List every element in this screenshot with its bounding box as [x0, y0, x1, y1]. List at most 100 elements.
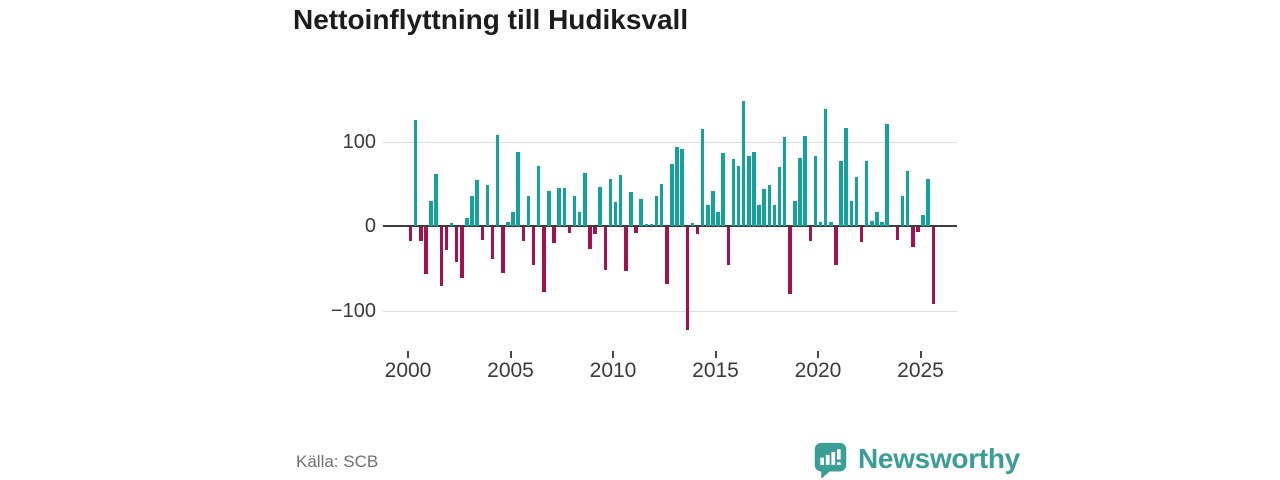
bar-2017q1: [757, 204, 761, 226]
bar-2013q2: [680, 149, 684, 226]
bar-2008q1: [572, 195, 577, 226]
y-axis-label-100: 100: [342, 130, 376, 153]
bar-2015q1: [716, 211, 720, 226]
bar-2010q3: [624, 227, 628, 271]
bar-2003q2: [475, 179, 479, 226]
bar-2014q4: [711, 190, 715, 226]
bar-2006q2: [536, 166, 541, 226]
newsworthy-logo: Newsworthy: [812, 440, 1020, 478]
bar-2025q3: [931, 227, 936, 304]
bar-2018q1: [777, 166, 782, 226]
bar-2022q3: [870, 220, 874, 226]
bar-2015q2: [721, 153, 725, 226]
gridline-y100: [383, 141, 957, 143]
bar-2014q2: [700, 128, 705, 226]
bar-2006q1: [531, 227, 536, 266]
bar-2020q4: [834, 227, 838, 266]
bar-2023q2: [885, 123, 889, 226]
x-axis-label-2005: 2005: [487, 359, 534, 382]
x-axis-label-2015: 2015: [692, 359, 739, 382]
bar-2006q4: [547, 190, 551, 226]
bar-2006q3: [542, 227, 546, 293]
x-axis-tick-2010: [612, 351, 614, 358]
bar-2020q2: [823, 108, 828, 226]
bar-2009q2: [598, 187, 602, 226]
bar-2005q4: [526, 195, 531, 226]
x-axis-tick-2005: [509, 351, 512, 358]
bar-2021q3: [849, 200, 854, 226]
newsworthy-logo-text: Newsworthy: [858, 443, 1020, 474]
bar-2001q4: [444, 227, 449, 250]
y-axis-label-0: 0: [364, 215, 376, 237]
bar-2004q4: [506, 221, 510, 226]
bar-2001q1: [429, 200, 433, 226]
bar-2018q2: [782, 137, 787, 226]
bar-2004q1: [490, 227, 495, 260]
source-caption: Källa: SCB: [296, 452, 379, 471]
bar-2017q3: [767, 185, 772, 226]
bar-2021q2: [844, 127, 848, 226]
x-axis-tick-2000: [407, 351, 409, 358]
bar-2014q1: [695, 227, 700, 234]
bar-2016q3: [747, 155, 751, 226]
bar-2003q1: [470, 196, 474, 226]
bar-2010q2: [618, 175, 623, 226]
bar-2005q3: [521, 227, 526, 241]
bar-2019q3: [808, 227, 813, 241]
bar-2009q3: [603, 227, 608, 271]
bar-2002q3: [460, 227, 464, 278]
bar-2000q2: [413, 120, 418, 226]
bar-2008q4: [588, 227, 592, 249]
bar-2011q3: [644, 224, 649, 226]
x-axis-label-2020: 2020: [794, 359, 842, 382]
bar-2024q3: [911, 227, 915, 248]
bar-2003q4: [485, 184, 490, 226]
bar-2009q1: [593, 227, 597, 234]
bar-2024q4: [916, 227, 920, 233]
x-axis-label-2000: 2000: [384, 359, 432, 382]
bar-2018q4: [793, 201, 797, 226]
gridline-y-100: [383, 310, 957, 312]
bar-2000q4: [424, 227, 428, 275]
bar-2019q2: [803, 136, 807, 226]
bar-2001q2: [434, 174, 438, 226]
bar-2012q2: [659, 183, 664, 226]
bar-2000q1: [408, 227, 413, 242]
bar-2011q2: [639, 198, 643, 226]
bar-2011q1: [634, 227, 638, 233]
bar-2025q1: [921, 215, 925, 226]
bar-2007q1: [552, 227, 556, 244]
bar-2021q1: [839, 160, 843, 226]
bar-2012q3: [665, 227, 669, 284]
x-axis-tick-2025: [919, 351, 922, 358]
newsworthy-logo-icon: [814, 442, 847, 478]
bar-2010q1: [613, 202, 618, 226]
chart-title: Nettoinflyttning till Hudiksvall: [293, 4, 689, 35]
bar-2000q3: [419, 227, 423, 241]
bar-2013q1: [675, 147, 679, 226]
bar-2007q4: [567, 227, 572, 233]
bar-2002q1: [449, 223, 454, 226]
bar-2004q3: [501, 227, 505, 273]
bar-2013q3: [685, 227, 690, 331]
bar-2008q2: [577, 212, 582, 226]
zero-axis-line: [383, 225, 957, 227]
bar-2002q2: [454, 227, 459, 262]
bar-2020q1: [818, 221, 823, 226]
bar-2022q4: [875, 212, 879, 226]
bar-2024q1: [900, 195, 905, 226]
bar-2019q1: [798, 158, 802, 226]
bar-2005q2: [516, 151, 520, 226]
bar-2014q3: [706, 204, 710, 226]
bar-2019q4: [813, 155, 818, 226]
bar-2020q3: [829, 221, 833, 226]
bar-2002q4: [465, 218, 469, 226]
bar-2010q4: [629, 192, 633, 226]
y-axis-label--100: −100: [330, 299, 376, 322]
bar-2003q3: [480, 227, 485, 240]
bar-2015q3: [726, 227, 731, 266]
bar-2001q3: [439, 227, 444, 287]
bar-2009q4: [608, 178, 613, 226]
bar-2024q2: [905, 171, 910, 226]
x-axis-label-2010: 2010: [589, 359, 637, 382]
